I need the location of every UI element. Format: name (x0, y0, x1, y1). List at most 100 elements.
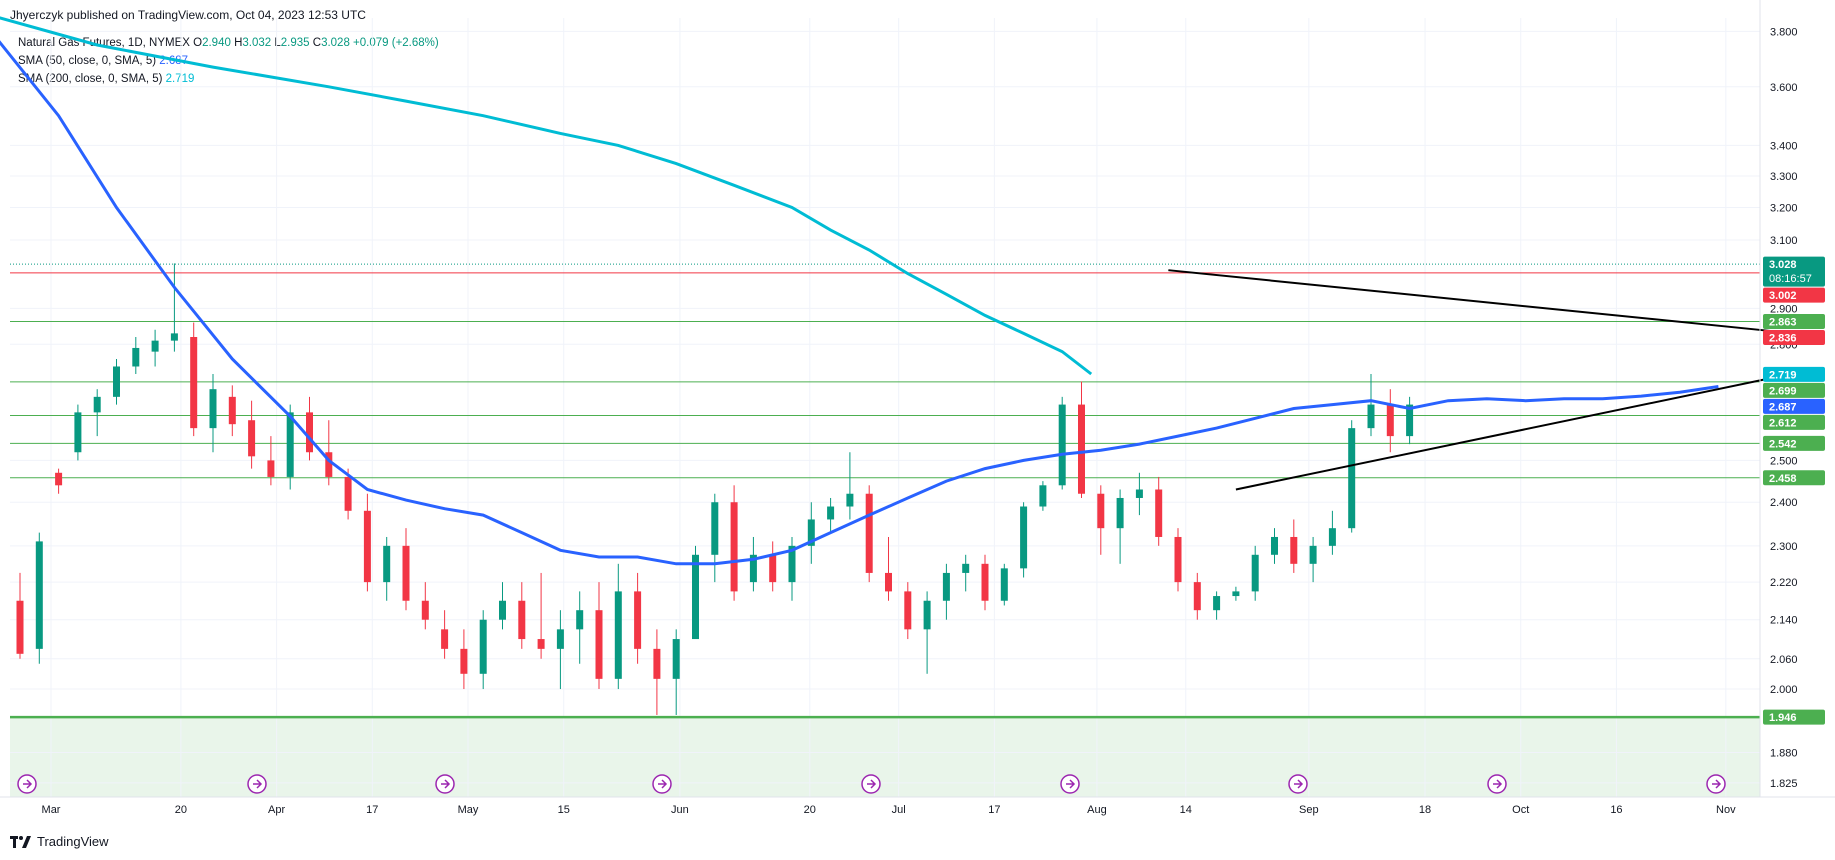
candle-body (672, 639, 680, 679)
candle-body (16, 600, 24, 654)
price-tag-sma50: 2.687 (1763, 398, 1825, 414)
x-tick-label: Jul (892, 804, 906, 816)
candle (634, 572, 642, 664)
event-marker-icon[interactable] (1288, 774, 1308, 794)
price-tag-label: 2.863 (1769, 316, 1797, 328)
x-tick-label: 16 (1610, 804, 1622, 816)
candle (1232, 586, 1240, 601)
x-tick-label: Oct (1512, 804, 1529, 816)
candle (942, 563, 950, 620)
candle (16, 572, 24, 659)
y-tick-label: 1.825 (1770, 778, 1798, 790)
price-tag-major_support: 1.946 (1763, 709, 1825, 725)
candle-body (1116, 497, 1124, 529)
chart-legend: Natural Gas Futures, 1D, NYMEX O2.940 H3… (18, 34, 439, 88)
candle (132, 336, 140, 374)
candle (1058, 396, 1066, 490)
candle (865, 485, 873, 583)
symbol-ohlc-row: Natural Gas Futures, 1D, NYMEX O2.940 H3… (18, 34, 439, 52)
sma200-line (0, 16, 1093, 376)
candle (363, 493, 371, 592)
candle-body (1251, 554, 1259, 592)
candle-body (1386, 404, 1394, 437)
price-tag-marker: 2.836 (1763, 329, 1825, 345)
candle (1348, 420, 1356, 533)
candle (402, 528, 410, 611)
event-marker-icon[interactable] (652, 774, 672, 794)
price-tag-box (1763, 414, 1825, 430)
x-tick-label: 14 (1180, 804, 1192, 816)
x-tick-label: Sep (1299, 804, 1319, 816)
ohlc-close-label: C (312, 37, 322, 49)
ohlc-open-label: O (193, 37, 203, 49)
candle (479, 610, 487, 690)
candle (1039, 481, 1047, 511)
event-marker-icon[interactable] (1706, 774, 1726, 794)
event-marker-icon[interactable] (861, 774, 881, 794)
price-tag-support: 2.863 (1763, 313, 1825, 329)
candle-body (614, 591, 622, 679)
price-tag-last_price: 3.028 08:16:57 (1763, 256, 1825, 287)
ohlc-change: +0.079 (+2.68%) (353, 37, 439, 49)
candle (170, 263, 178, 352)
candle-body (286, 412, 294, 477)
x-tick-label: May (458, 804, 479, 816)
candle (595, 582, 603, 690)
candle-body (807, 519, 815, 546)
event-marker-arrow (1493, 779, 1503, 789)
candle-body (363, 510, 371, 583)
candle-body (634, 591, 642, 649)
x-tick-label: 17 (988, 804, 1000, 816)
candle-body (788, 545, 796, 583)
candle (749, 536, 757, 592)
candle (1367, 373, 1375, 437)
event-marker-icon[interactable] (1060, 774, 1080, 794)
event-marker-icon[interactable] (435, 774, 455, 794)
candle (248, 400, 256, 469)
candle (1116, 489, 1124, 564)
sma200-legend[interactable]: SMA (200, close, 0, SMA, 5) 2.719 (18, 70, 439, 88)
price-tag-box (1763, 287, 1825, 303)
x-tick-label: Apr (268, 804, 285, 816)
candle (614, 563, 622, 690)
candle-body (904, 591, 912, 630)
price-tag-support: 2.699 (1763, 382, 1825, 398)
event-marker-arrow (1066, 779, 1076, 789)
candle (55, 468, 63, 494)
event-marker-arrow (441, 779, 451, 789)
candle-body (730, 502, 738, 592)
price-tag-box (1763, 470, 1825, 486)
candle (1193, 572, 1201, 620)
event-marker-icon[interactable] (1487, 774, 1507, 794)
price-tag-sma200: 2.719 (1763, 366, 1825, 382)
candle-body (170, 333, 178, 341)
tradingview-logo[interactable]: TradingView (10, 834, 109, 849)
price-tag-support: 2.612 (1763, 414, 1825, 430)
candle (460, 629, 468, 690)
candle-body (1309, 545, 1317, 564)
x-tick-label: 15 (558, 804, 570, 816)
candle (286, 404, 294, 490)
candle (499, 582, 506, 630)
candle (267, 436, 275, 486)
event-marker-icon[interactable] (247, 774, 267, 794)
candle-body (556, 629, 564, 649)
event-marker-arrow (1712, 779, 1722, 789)
event-marker-icon[interactable] (17, 774, 37, 794)
candle (904, 582, 912, 640)
price-tag-box (1763, 329, 1825, 345)
candle (1290, 519, 1298, 573)
candle-body (1213, 596, 1221, 611)
candle-body (267, 460, 275, 477)
candle-body (132, 347, 140, 367)
candle-body (402, 545, 410, 601)
candle (1328, 510, 1336, 555)
y-tick-label: 2.140 (1770, 615, 1798, 627)
candle (1155, 476, 1163, 546)
x-tick-label: 17 (366, 804, 378, 816)
y-tick-label: 3.200 (1770, 202, 1798, 214)
candle-body (1039, 485, 1047, 507)
price-tag-box (1763, 366, 1825, 382)
y-tick-label: 3.600 (1770, 82, 1798, 94)
